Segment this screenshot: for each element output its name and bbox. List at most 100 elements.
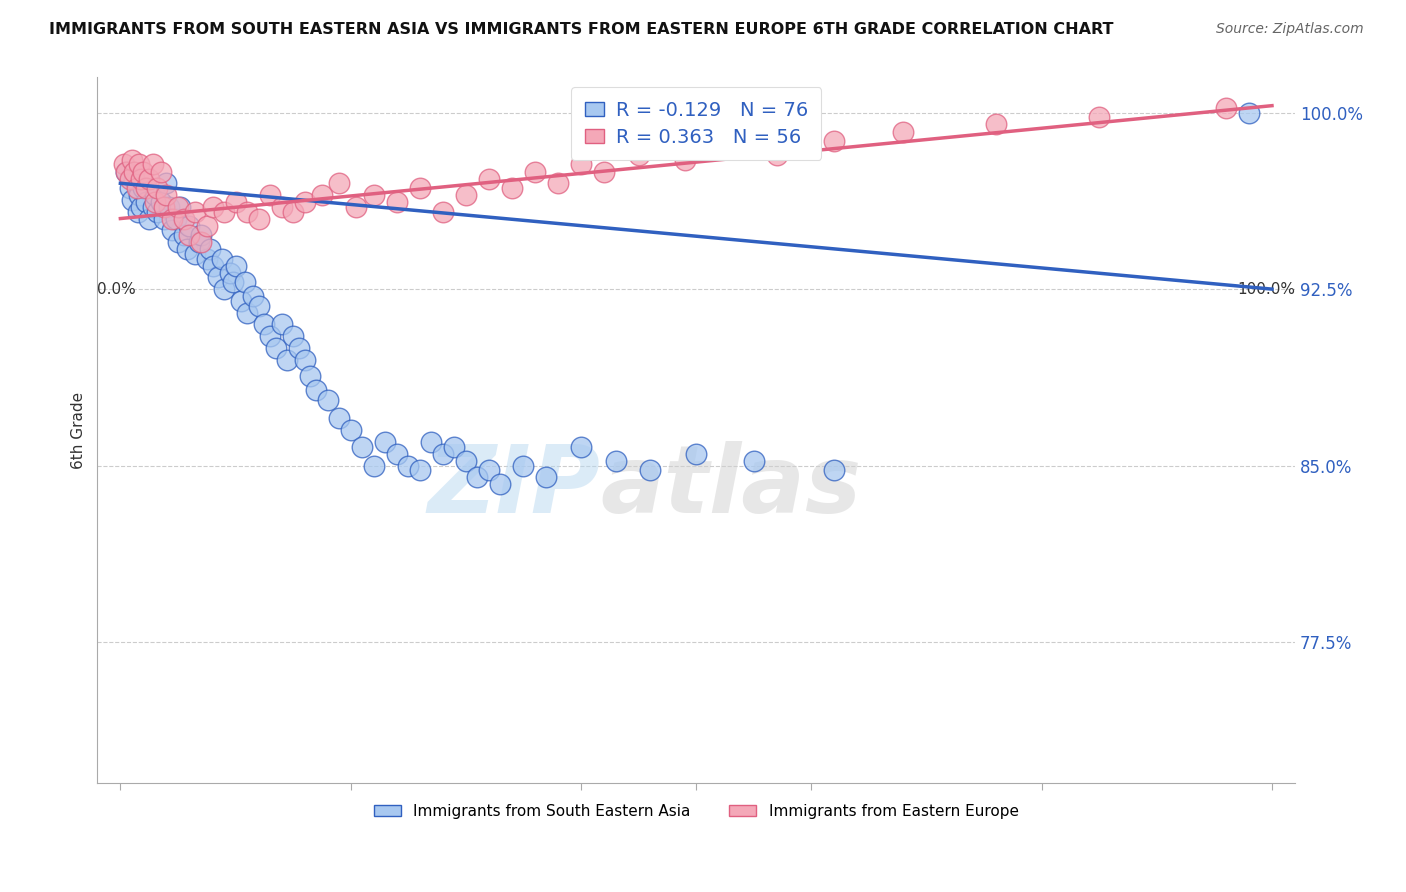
Point [328, 411, 350, 425]
Legend: Immigrants from South Eastern Asia, Immigrants from Eastern Europe: Immigrants from South Eastern Asia, Immi… [367, 797, 1025, 825]
Point [685, 447, 707, 461]
Point [132, 164, 155, 178]
Point [523, 164, 546, 178]
Point [173, 211, 195, 226]
Point [160, 211, 183, 226]
Point [165, 211, 187, 226]
Point [432, 447, 454, 461]
Text: ZIP: ZIP [427, 441, 600, 533]
Point [201, 259, 224, 273]
Point [231, 293, 253, 308]
Point [157, 200, 180, 214]
Point [276, 352, 298, 367]
Point [146, 204, 169, 219]
Point [385, 195, 408, 210]
Point [247, 211, 270, 226]
Point [155, 188, 177, 202]
Point [467, 470, 489, 484]
Point [432, 204, 454, 219]
Point [478, 463, 501, 477]
Point [167, 200, 190, 214]
Point [184, 247, 207, 261]
Point [143, 195, 166, 210]
Point [187, 235, 209, 249]
Point [346, 200, 368, 214]
Point [396, 458, 419, 473]
Point [352, 440, 374, 454]
Point [454, 188, 477, 202]
Point [489, 477, 512, 491]
Point [149, 195, 172, 210]
Point [179, 219, 201, 233]
Point [155, 176, 177, 190]
Point [605, 454, 627, 468]
Point [443, 440, 465, 454]
Point [179, 227, 201, 242]
Text: 100.0%: 100.0% [1237, 282, 1295, 297]
Point [149, 164, 172, 178]
Point [501, 181, 523, 195]
Point [374, 435, 396, 450]
Point [233, 275, 256, 289]
Point [253, 318, 276, 332]
Point [363, 188, 385, 202]
Point [294, 195, 316, 210]
Point [569, 157, 592, 171]
Point [195, 252, 218, 266]
Point [118, 171, 141, 186]
Point [385, 447, 408, 461]
Point [409, 181, 432, 195]
Point [201, 200, 224, 214]
Point [247, 299, 270, 313]
Point [222, 275, 245, 289]
Text: IMMIGRANTS FROM SOUTH EASTERN ASIA VS IMMIGRANTS FROM EASTERN EUROPE 6TH GRADE C: IMMIGRANTS FROM SOUTH EASTERN ASIA VS IM… [49, 22, 1114, 37]
Point [305, 384, 328, 398]
Point [173, 227, 195, 242]
Point [115, 164, 138, 178]
Point [122, 171, 145, 186]
Point [143, 188, 166, 202]
Point [169, 200, 191, 214]
Point [311, 188, 333, 202]
Point [409, 463, 432, 477]
Point [118, 181, 141, 195]
Point [212, 282, 235, 296]
Point [478, 171, 501, 186]
Point [264, 341, 287, 355]
Point [153, 211, 176, 226]
Point [536, 470, 558, 484]
Point [420, 435, 443, 450]
Point [281, 204, 304, 219]
Point [184, 204, 207, 219]
Point [316, 392, 339, 407]
Point [593, 164, 616, 178]
Point [115, 164, 138, 178]
Point [720, 141, 742, 155]
Point [225, 195, 247, 210]
Point [112, 157, 135, 171]
Point [294, 352, 316, 367]
Point [212, 204, 235, 219]
Point [363, 458, 385, 473]
Point [129, 200, 152, 214]
Point [132, 181, 155, 195]
Point [142, 157, 165, 171]
Point [207, 270, 229, 285]
Point [211, 252, 233, 266]
Point [138, 171, 160, 186]
Point [288, 341, 311, 355]
Point [242, 289, 264, 303]
Point [547, 176, 569, 190]
Point [128, 188, 150, 202]
Point [1215, 101, 1237, 115]
Point [176, 242, 198, 256]
Point [1237, 105, 1260, 120]
Point [129, 171, 152, 186]
Point [190, 227, 212, 242]
Point [127, 204, 149, 219]
Point [638, 463, 661, 477]
Point [160, 223, 183, 237]
Point [236, 204, 259, 219]
Point [142, 200, 165, 214]
Point [299, 369, 322, 384]
